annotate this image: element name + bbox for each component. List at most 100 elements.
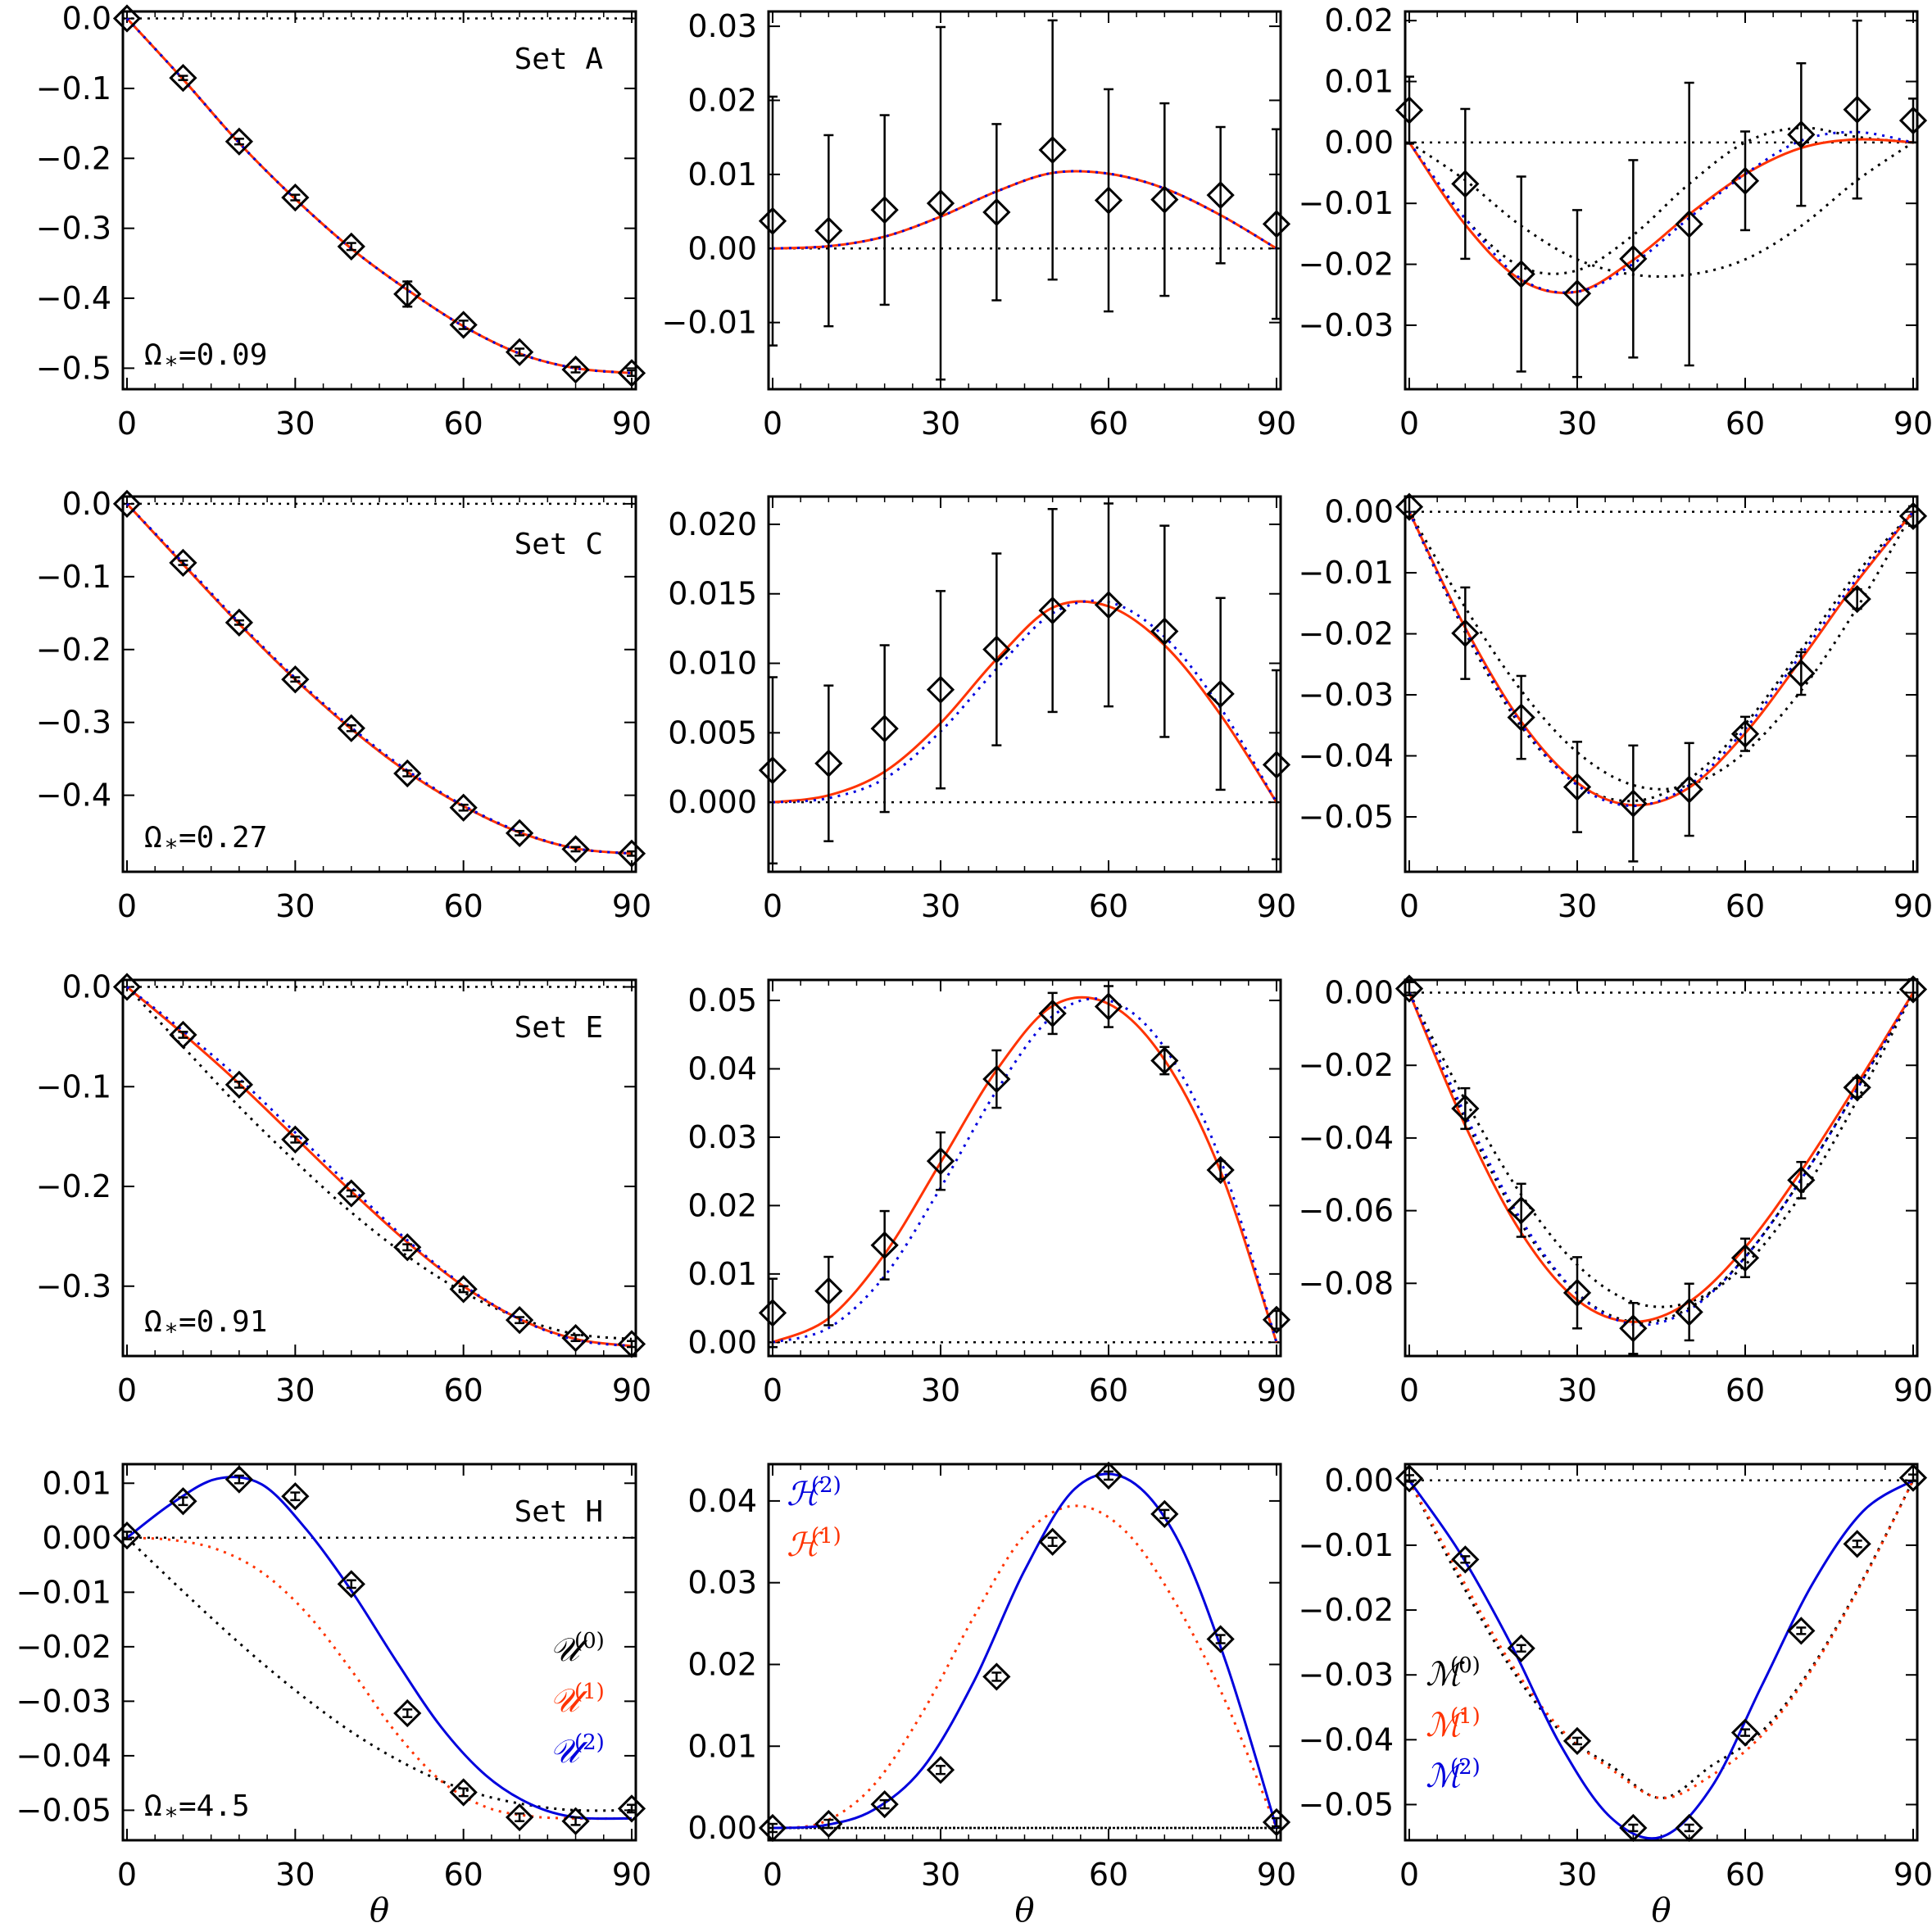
data-point-diamond: [1262, 210, 1291, 238]
y-tick-label: −0.03: [1299, 307, 1394, 343]
legend-entry-red: ℳ(1): [1426, 1704, 1481, 1744]
data-point-diamond: [1730, 1718, 1760, 1747]
red-solid-curve: [772, 995, 1278, 1344]
y-tick-label: −0.1: [36, 70, 111, 107]
data-point-diamond: [1451, 1094, 1480, 1123]
y-tick-label: −0.2: [36, 1168, 111, 1204]
omega-value: =0.09: [179, 338, 267, 372]
legend-entry-blue: ℋ(2): [787, 1473, 841, 1513]
data-point-diamond: [1675, 775, 1703, 804]
data-point-diamond: [1843, 1530, 1871, 1558]
y-tick-label: −0.06: [1299, 1193, 1394, 1229]
data-point-diamond: [1206, 1625, 1235, 1653]
data-point-diamond: [870, 714, 899, 743]
x-axis-label: θ: [1651, 1892, 1671, 1930]
x-tick-label: 30: [921, 888, 960, 924]
plot-frame: [767, 495, 1282, 873]
data-point-diamond: [1150, 185, 1179, 214]
data-point-diamond: [1619, 789, 1648, 818]
data-point-diamond: [1507, 1196, 1535, 1225]
data-point-diamond: [1787, 120, 1816, 149]
legend-superscript: (1): [1450, 1704, 1481, 1729]
y-tick-label: 0.01: [687, 1728, 757, 1764]
x-tick-label: 30: [1558, 888, 1597, 924]
y-tick-label: 0.020: [668, 506, 757, 542]
y-tick-label: 0.01: [687, 1256, 757, 1292]
y-tick-label: −0.01: [16, 1574, 111, 1610]
x-tick-label: 30: [921, 1857, 960, 1893]
y-tick-label: 0.0: [62, 486, 111, 522]
data-point-diamond: [281, 1125, 310, 1154]
subplot-3-2: 0 30 60 90 0.05 0.04 0.03 0.02 0.01 0.00: [687, 978, 1296, 1408]
data-point-diamond: [449, 1275, 478, 1304]
data-point-diamond: [982, 1064, 1011, 1094]
y-tick-label: −0.05: [1299, 1786, 1394, 1822]
x-tick-label: 30: [275, 1857, 315, 1893]
y-tick-label: −0.04: [1299, 1120, 1394, 1156]
y-tick-label: 0.00: [1324, 125, 1394, 161]
legend-superscript: (0): [1450, 1653, 1481, 1678]
plot-frame: [767, 10, 1282, 391]
data-point-diamond: [1094, 591, 1123, 619]
red-dotted-curve: [772, 1504, 1278, 1830]
data-point-diamond: [1619, 244, 1648, 274]
y-tick-label: −0.04: [1299, 1721, 1394, 1757]
data-point-diamond: [1262, 1807, 1291, 1837]
data-point-diamond: [337, 232, 365, 261]
omega-value: =0.91: [179, 1305, 267, 1339]
blue-solid-curve: [1408, 1479, 1914, 1840]
omega-symbol: Ω: [144, 1305, 162, 1339]
data-point-diamond: [1787, 1617, 1816, 1645]
x-tick-label: 0: [1399, 1857, 1419, 1893]
blue-dotted-curve: [772, 997, 1278, 1344]
data-point-diamond: [1038, 999, 1067, 1028]
legend-entry-black: ℳ(0): [1426, 1653, 1481, 1694]
plot-frame: [767, 978, 1282, 1358]
y-tick-label: −0.04: [16, 1738, 111, 1774]
data-point-diamond: [393, 1698, 422, 1728]
legend-superscript: (2): [1450, 1755, 1481, 1780]
y-tick-label: 0.04: [687, 1050, 757, 1086]
black-dotted-curve: [1408, 991, 1915, 1308]
data-point-diamond: [1262, 1305, 1291, 1334]
x-tick-label: 30: [921, 406, 960, 442]
data-point-diamond: [1395, 492, 1424, 521]
legend-symbol: ℳ: [1426, 1707, 1465, 1744]
y-tick-label: −0.5: [36, 350, 111, 386]
legend-symbol: ℋ: [787, 1526, 823, 1564]
x-tick-label: 30: [1558, 1857, 1597, 1893]
x-tick-label: 0: [117, 406, 137, 442]
data-point-diamond: [505, 338, 534, 366]
y-tick-label: −0.2: [36, 632, 111, 668]
blue-dotted-curve: [125, 502, 633, 855]
data-point-diamond: [617, 1330, 646, 1358]
y-tick-label: 0.00: [1324, 494, 1394, 530]
red-dotted-curve: [1408, 1480, 1915, 1800]
x-tick-label: 0: [763, 406, 782, 442]
blue-solid-curve: [772, 1472, 1278, 1830]
black-dotted-curve: [1408, 141, 1914, 279]
data-point-diamond: [169, 1487, 197, 1516]
x-tick-label: 0: [1399, 888, 1419, 924]
black-dotted-curve: [1408, 1480, 1915, 1800]
data-point-diamond: [1843, 95, 1871, 124]
x-tick-label: 0: [763, 888, 782, 924]
data-point-diamond: [1038, 596, 1067, 625]
legend-entry-red: ℋ(1): [787, 1524, 841, 1564]
plot-frame: [1404, 495, 1919, 873]
y-tick-label: 0.00: [687, 1324, 757, 1360]
x-tick-label: 0: [117, 1372, 137, 1408]
data-point-diamond: [224, 1465, 254, 1494]
y-tick-label: 0.01: [42, 1465, 111, 1501]
y-tick-label: 0.000: [668, 784, 757, 820]
x-tick-label: 90: [612, 406, 651, 442]
y-tick-label: −0.05: [16, 1792, 111, 1828]
red-solid-curve: [1408, 510, 1915, 807]
y-tick-label: 0.02: [1324, 2, 1394, 39]
data-point-diamond: [505, 1306, 534, 1335]
data-point-diamond: [1843, 584, 1871, 614]
data-point-diamond: [1507, 703, 1535, 732]
data-point-diamond: [449, 1778, 478, 1807]
data-point-diamond: [1094, 992, 1123, 1021]
blue-dotted-curve: [1408, 991, 1915, 1327]
